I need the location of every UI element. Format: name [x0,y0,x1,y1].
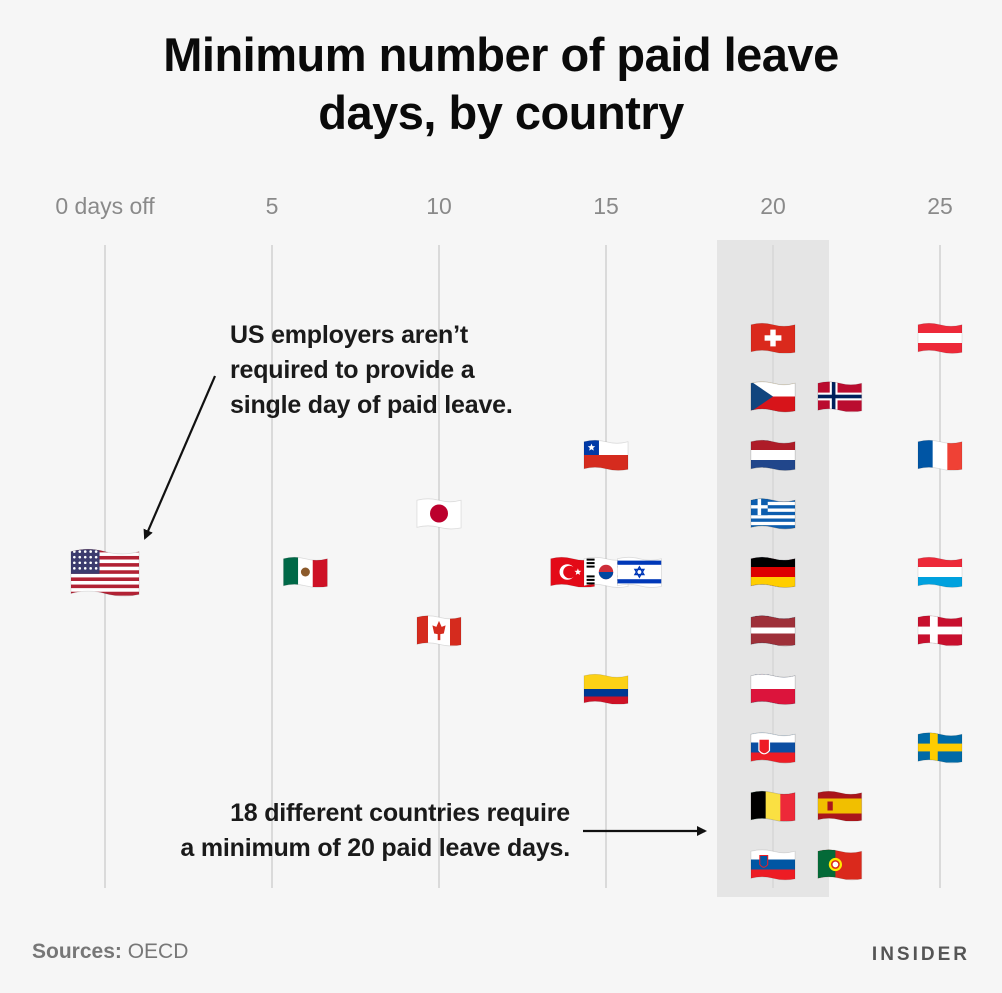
us-annotation-line-1: US employers aren’t [230,321,468,349]
flag-portugal [817,849,863,881]
flag-belgium [750,790,796,822]
flag-germany [750,556,796,588]
flag-slovakia [750,732,796,764]
flag-latvia [750,615,796,647]
flag-czech-republic [750,381,796,413]
x-tick-label-15: 15 [593,193,619,219]
x-tick-label-10: 10 [426,193,452,219]
twenty-annotation-line-2: a minimum of 20 paid leave days. [180,834,570,862]
flag-greece [750,498,796,530]
us-annotation-line-2: required to provide a [230,356,475,384]
flag-united-states [70,548,140,597]
twenty-days-annotation: 18 different countries require a minimum… [100,796,570,866]
brand-logo: INSIDER [871,944,970,965]
flag-canada [416,615,462,647]
flag-spain [817,790,863,822]
chart-title-line-1: Minimum number of paid leave [163,28,839,81]
flag-france [917,439,963,471]
source-label: Sources: [32,940,122,963]
x-tick-label-0: 0 days off [55,193,155,219]
source-note: Sources: OECD [32,940,188,964]
flag-mexico [282,556,328,588]
flag-japan [416,498,462,530]
flag-poland [750,673,796,705]
x-tick-label-20: 20 [760,193,786,219]
source-value: OECD [127,940,189,963]
flag-slovenia [750,849,796,881]
twenty-annotation-line-1: 18 different countries require [230,799,570,827]
flag-netherlands [750,439,796,471]
flag-austria [917,322,963,354]
flag-denmark [917,615,963,647]
flag-chile [583,439,629,471]
chart-title: Minimum number of paid leave days, by co… [0,26,1002,142]
flag-norway [817,381,863,413]
us-annotation: US employers aren’t required to provide … [230,318,513,423]
flag-israel [617,556,662,588]
flag-colombia [583,673,629,705]
flag-luxembourg [917,556,963,588]
x-tick-label-25: 25 [927,193,953,219]
flag-sweden [917,732,963,764]
x-tick-label-5: 5 [266,193,279,219]
us-annotation-line-3: single day of paid leave. [230,391,513,419]
chart-title-line-2: days, by country [318,86,684,139]
flag-switzerland [750,322,796,354]
us-annotation-arrow [143,375,217,540]
